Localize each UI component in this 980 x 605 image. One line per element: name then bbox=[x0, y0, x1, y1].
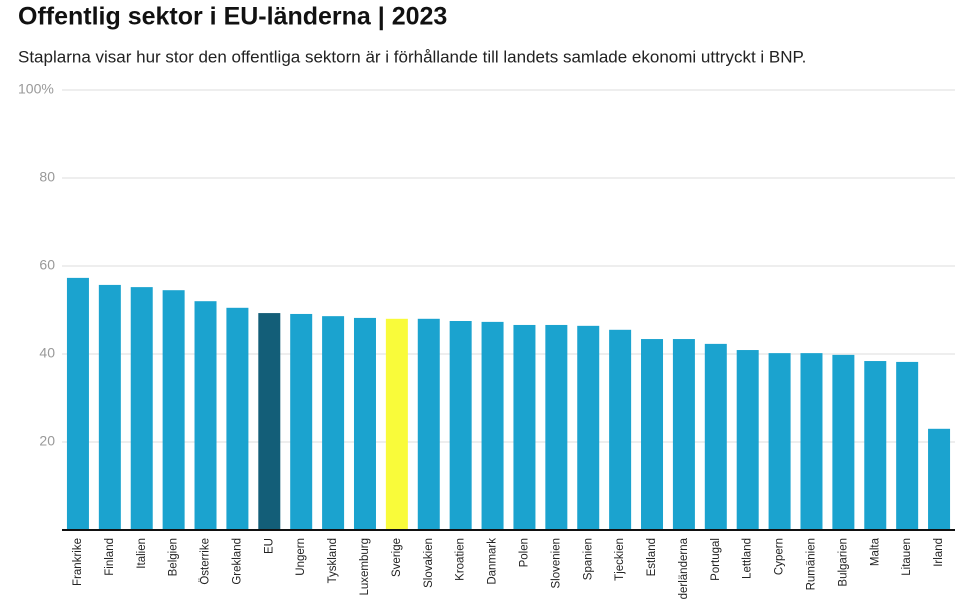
bar bbox=[864, 361, 887, 530]
chart-title: Offentlig sektor i EU-länderna | 2023 bbox=[18, 3, 447, 31]
bar bbox=[577, 325, 600, 530]
x-tick-label: Bulgarien bbox=[837, 538, 849, 587]
x-tick-label: Irland bbox=[933, 538, 945, 567]
bar bbox=[672, 339, 695, 530]
bar bbox=[768, 353, 791, 530]
bar bbox=[449, 321, 472, 530]
bar bbox=[481, 321, 504, 530]
y-tick-label: 40 bbox=[39, 345, 55, 361]
bar bbox=[290, 313, 313, 530]
x-tick-label: Kroatien bbox=[455, 538, 467, 581]
x-tick-label: Malta bbox=[869, 537, 881, 566]
x-tick-label: Tjeckien bbox=[614, 538, 626, 581]
bar bbox=[736, 350, 759, 530]
bar bbox=[545, 324, 568, 530]
x-tick-label: Belgien bbox=[168, 538, 180, 576]
bar bbox=[800, 353, 823, 530]
x-tick-label: Danmark bbox=[487, 538, 499, 585]
bar bbox=[162, 290, 185, 530]
x-tick-label: Italien bbox=[136, 538, 148, 569]
x-tick-label: derländerna bbox=[678, 537, 690, 599]
y-tick-label: 20 bbox=[39, 433, 55, 449]
x-tick-label: Luxemburg bbox=[359, 538, 371, 596]
x-tick-label: Slovenien bbox=[550, 538, 562, 589]
bar bbox=[832, 354, 855, 530]
x-tick-label: Spanien bbox=[582, 538, 594, 580]
bar bbox=[417, 318, 440, 530]
x-tick-label: Litauen bbox=[901, 538, 913, 576]
bar bbox=[704, 343, 727, 530]
bar bbox=[98, 284, 121, 530]
bar bbox=[609, 329, 632, 530]
y-tick-label: 80 bbox=[39, 169, 55, 185]
x-tick-label: Sverige bbox=[391, 538, 403, 577]
bar bbox=[66, 277, 89, 530]
bar bbox=[226, 307, 249, 530]
y-tick-label: 60 bbox=[39, 257, 55, 273]
x-tick-label: Grekland bbox=[231, 538, 243, 585]
bar bbox=[928, 428, 951, 530]
x-tick-label: EU bbox=[263, 538, 275, 554]
x-tick-label: Lettland bbox=[742, 538, 754, 579]
x-tick-label: Estland bbox=[646, 538, 658, 576]
x-tick-label: Portugal bbox=[710, 538, 722, 581]
bar bbox=[513, 324, 536, 530]
x-tick-label: Finland bbox=[104, 538, 116, 576]
bar bbox=[258, 313, 281, 530]
x-tick-label: Ungern bbox=[295, 538, 307, 576]
x-tick-label: Cypern bbox=[774, 538, 786, 575]
x-tick-label: Frankrike bbox=[72, 538, 84, 586]
x-tick-label: Polen bbox=[518, 538, 530, 567]
bar bbox=[353, 317, 376, 530]
bar bbox=[641, 339, 664, 530]
x-tick-label: Österrike bbox=[200, 538, 212, 585]
x-tick-label: Slovakien bbox=[423, 538, 435, 588]
bar bbox=[194, 301, 217, 530]
bar bbox=[322, 316, 345, 530]
x-tick-label: Tyskland bbox=[327, 538, 339, 583]
x-tick-label: Rumänien bbox=[806, 538, 818, 590]
y-tick-label: 100% bbox=[18, 81, 54, 97]
bar bbox=[896, 361, 919, 530]
bar bbox=[130, 287, 153, 530]
chart-subtitle: Staplarna visar hur stor den offentliga … bbox=[18, 47, 806, 66]
bar bbox=[385, 318, 408, 530]
